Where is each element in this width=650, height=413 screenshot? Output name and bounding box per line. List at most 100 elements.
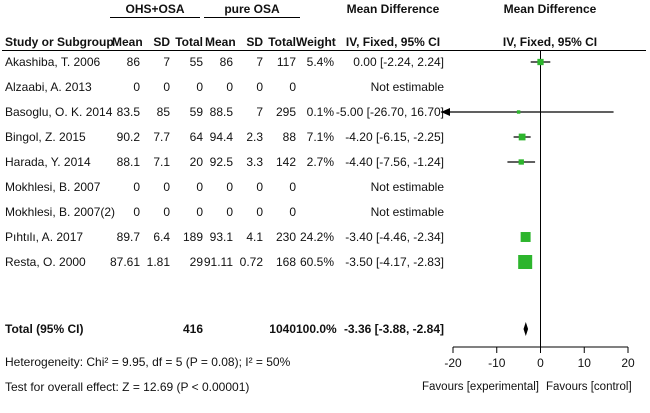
row-mean1: 88.1	[116, 155, 140, 169]
row-total2: 295	[275, 105, 296, 119]
study-marker	[518, 255, 533, 269]
row-sd2: 0	[256, 180, 263, 194]
row-mean1: 83.5	[116, 105, 140, 119]
row-total1: 59	[189, 105, 203, 119]
row-sd2: 0.72	[239, 255, 263, 269]
favours-experimental-label: Favours [experimental]	[422, 381, 539, 393]
row-total1: 55	[189, 55, 203, 69]
mean1-header: Mean	[112, 35, 143, 49]
heterogeneity-text: Heterogeneity: Chi² = 9.95, df = 5 (P = …	[5, 355, 291, 369]
x-tick-label: -20	[444, 356, 462, 370]
favours-control-label: Favours [control]	[546, 381, 632, 393]
row-total2: 168	[275, 255, 296, 269]
row-sd2: 7	[256, 55, 263, 69]
row-total2: 88	[282, 130, 296, 144]
md-column-header: Mean Difference	[346, 2, 440, 16]
row-sd1: 0	[163, 80, 170, 94]
row-sd1: 0	[163, 205, 170, 219]
row-study: Resta, O. 2000	[5, 255, 86, 269]
row-study: Pıhtılı, A. 2017	[5, 230, 84, 244]
row-mean2: 92.5	[209, 155, 233, 169]
experimental-group-header: OHS+OSA	[125, 2, 185, 16]
row-total1: 64	[189, 130, 203, 144]
total1-header: Total	[175, 35, 203, 49]
row-study: Akashiba, T. 2006	[5, 55, 101, 69]
row-weight: 24.2%	[299, 230, 334, 244]
row-total2: 0	[289, 80, 296, 94]
row-mean1: 0	[133, 80, 140, 94]
experimental-header-rule	[110, 17, 200, 18]
total-weight: 100.0%	[296, 322, 337, 336]
total-experimental: 416	[182, 322, 203, 336]
row-mean2: 93.1	[209, 230, 233, 244]
row-sd1: 85	[156, 105, 170, 119]
row-study: Basoglu, O. K. 2014	[5, 105, 113, 119]
total-control: 1040	[269, 322, 296, 336]
study-marker	[520, 232, 531, 242]
row-md: -3.50 [-4.17, -2.83]	[345, 255, 444, 269]
row-md: -5.00 [-26.70, 16.70]	[335, 105, 444, 119]
row-total2: 142	[275, 155, 296, 169]
row-study: Bingol, Z. 2015	[5, 130, 86, 144]
row-study: Harada, Y. 2014	[5, 155, 91, 169]
header-rule	[2, 50, 646, 51]
control-group-header: pure OSA	[224, 2, 280, 16]
row-mean2: 86	[219, 55, 233, 69]
row-mean2: 0	[226, 205, 233, 219]
row-total1: 29	[189, 255, 203, 269]
row-mean2: 88.5	[209, 105, 233, 119]
study-marker	[518, 159, 524, 165]
total2-header: Total	[268, 35, 296, 49]
row-mean1: 90.2	[116, 130, 140, 144]
x-tick-label: 10	[578, 356, 592, 370]
row-weight: 7.1%	[306, 130, 334, 144]
row-total1: 0	[196, 180, 203, 194]
row-total2: 0	[289, 180, 296, 194]
pooled-diamond	[523, 322, 529, 336]
row-md: -4.40 [-7.56, -1.24]	[345, 155, 444, 169]
x-tick-label: -10	[488, 356, 506, 370]
ci-arrow-left	[441, 108, 450, 116]
plot-ci-header: IV, Fixed, 95% CI	[502, 35, 598, 49]
row-sd2: 7	[256, 105, 263, 119]
row-sd1: 7.7	[153, 130, 170, 144]
row-total2: 0	[289, 205, 296, 219]
row-mean2: 0	[226, 180, 233, 194]
row-study: Mokhlesi, B. 2007	[5, 180, 101, 194]
row-sd1: 1.81	[146, 255, 170, 269]
row-md: Not estimable	[370, 205, 444, 219]
row-sd1: 7	[163, 55, 170, 69]
row-md: -3.40 [-4.46, -2.34]	[345, 230, 444, 244]
row-mean1: 89.7	[116, 230, 140, 244]
row-sd2: 0	[256, 80, 263, 94]
study-column-header: Study or Subgroup	[5, 35, 114, 49]
study-marker	[537, 58, 544, 66]
row-sd2: 2.3	[246, 130, 263, 144]
row-total2: 230	[275, 230, 296, 244]
row-weight: 0.1%	[306, 105, 334, 119]
row-sd1: 6.4	[153, 230, 170, 244]
row-study: Alzaabi, A. 2013	[5, 80, 92, 94]
control-header-rule	[204, 17, 300, 18]
row-sd1: 0	[163, 180, 170, 194]
row-total1: 0	[196, 80, 203, 94]
row-mean2: 91.11	[203, 255, 233, 269]
row-total2: 117	[276, 55, 296, 69]
row-mean1: 0	[133, 205, 140, 219]
row-sd2: 4.1	[246, 230, 263, 244]
overall-effect-text: Test for overall effect: Z = 12.69 (P < …	[5, 380, 250, 394]
x-tick-label: 0	[537, 356, 544, 370]
md-ci-header: IV, Fixed, 95% CI	[345, 35, 441, 49]
row-mean2: 0	[226, 80, 233, 94]
row-total1: 189	[182, 230, 203, 244]
row-sd2: 0	[256, 205, 263, 219]
total-label: Total (95% CI)	[5, 322, 84, 336]
row-sd2: 3.3	[246, 155, 263, 169]
row-mean1: 86	[126, 55, 140, 69]
study-marker	[516, 110, 521, 114]
row-weight: 2.7%	[306, 155, 334, 169]
weight-header: Weight	[296, 35, 336, 49]
row-md: Not estimable	[370, 80, 444, 94]
